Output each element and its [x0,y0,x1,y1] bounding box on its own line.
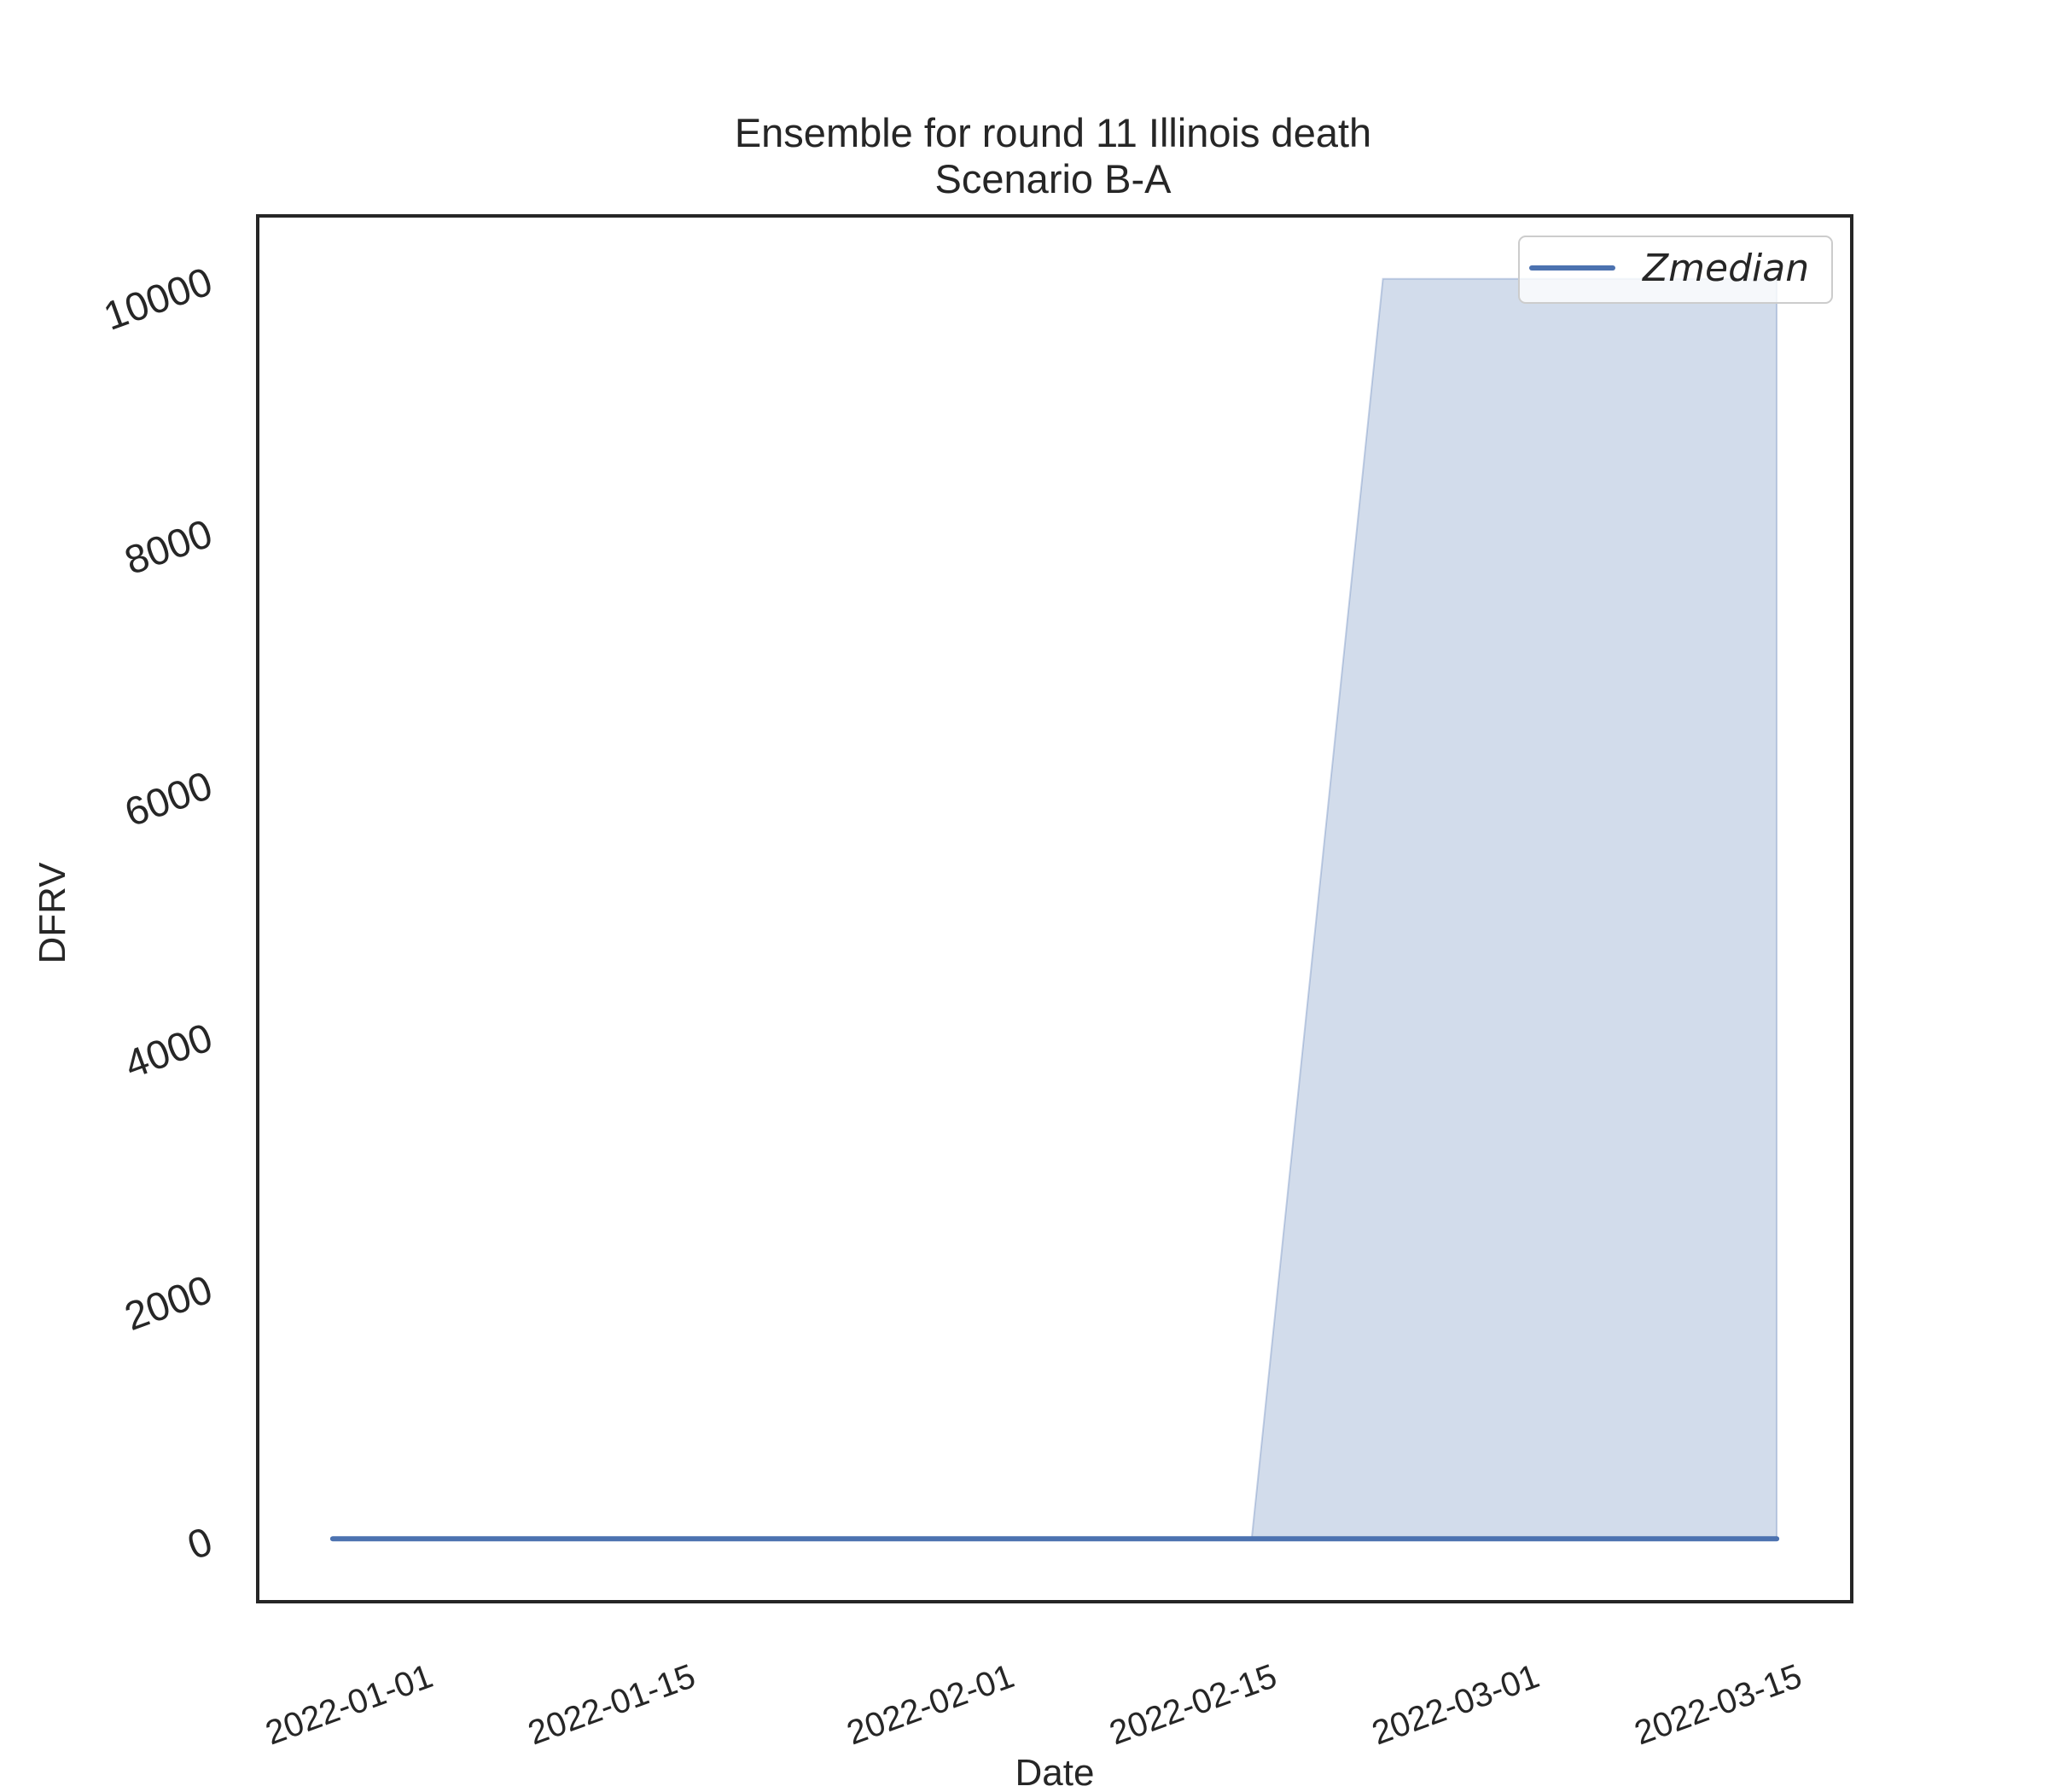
legend: Zmedian [1518,236,1833,304]
x-axis-label: Date [1015,1752,1095,1792]
legend-box [1518,236,1833,304]
plot-frame [256,214,1853,1603]
legend-label-zmedian: Zmedian [1642,247,1809,290]
chart-title: Ensemble for round 11 Illinois death [735,110,1371,155]
plot-area [329,277,1780,1542]
chart-subtitle: Scenario B-A [935,156,1172,201]
y-axis-label: DFRV [32,862,73,964]
